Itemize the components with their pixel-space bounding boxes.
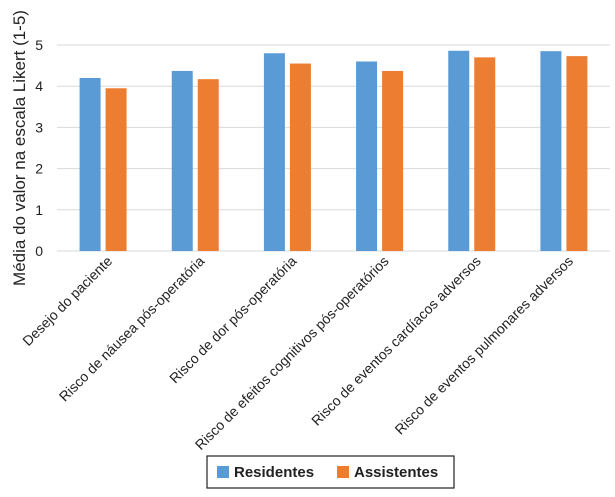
legend-swatch-residentes bbox=[217, 466, 229, 478]
y-tick-label: 3 bbox=[35, 119, 43, 135]
legend-border bbox=[206, 455, 455, 489]
y-axis-label: Média do valor na escala Likert (1-5) bbox=[10, 10, 29, 286]
bar-residentes-2 bbox=[263, 53, 285, 251]
x-category-label: Desejo do paciente bbox=[19, 253, 115, 349]
legend-swatch-assistentes bbox=[337, 466, 349, 478]
y-tick-label: 2 bbox=[35, 161, 43, 177]
x-category-label: Risco de eventos cardíacos adversos bbox=[308, 253, 484, 429]
bar-layer bbox=[79, 50, 588, 252]
bar-residentes-3 bbox=[356, 61, 378, 252]
bar-assistentes-5 bbox=[566, 56, 588, 252]
grid-layer bbox=[57, 44, 610, 252]
bar-assistentes-2 bbox=[289, 63, 311, 251]
bar-residentes-1 bbox=[171, 70, 193, 252]
bar-assistentes-0 bbox=[105, 88, 127, 251]
y-tick-label: 4 bbox=[35, 78, 43, 94]
bar-assistentes-1 bbox=[197, 79, 219, 251]
y-tick-label: 1 bbox=[35, 202, 43, 218]
x-category-label: Risco de efeitos cognitivos pós-operatór… bbox=[192, 253, 392, 453]
bar-residentes-0 bbox=[79, 77, 101, 252]
legend-label-residentes: Residentes bbox=[234, 464, 314, 481]
y-tick-label: 5 bbox=[35, 37, 43, 53]
legend: Residentes Assistentes bbox=[206, 455, 455, 489]
y-tick-label: 0 bbox=[35, 243, 43, 259]
bar-assistentes-4 bbox=[474, 57, 496, 251]
legend-label-assistentes: Assistentes bbox=[354, 464, 438, 481]
y-tick-layer: 0 1 2 3 4 5 bbox=[35, 37, 43, 259]
bar-assistentes-3 bbox=[382, 70, 404, 252]
bar-residentes-5 bbox=[540, 51, 562, 252]
x-category-label: Risco de eventos pulmonares adversos bbox=[391, 253, 576, 438]
x-category-label: Risco de náusea pós-operatória bbox=[56, 253, 208, 405]
bar-residentes-4 bbox=[448, 50, 470, 251]
